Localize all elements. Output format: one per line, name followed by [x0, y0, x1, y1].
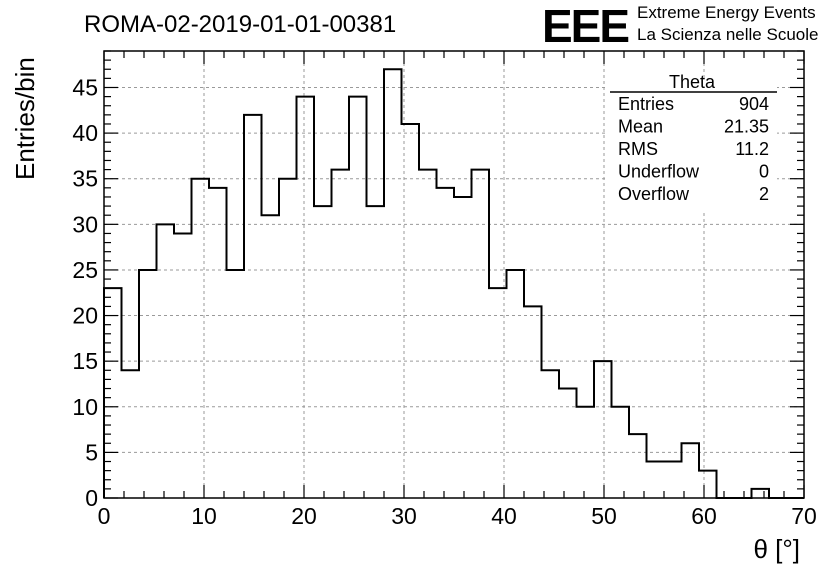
histogram-bar	[384, 69, 402, 498]
histogram-bar	[139, 270, 157, 498]
histogram-bar	[559, 389, 577, 498]
stats-row-label: Entries	[618, 94, 674, 114]
plot-frame	[103, 50, 805, 499]
stats-row-label: Underflow	[618, 162, 700, 182]
histogram-bar	[507, 270, 525, 498]
histogram-bar	[612, 407, 630, 498]
histogram-bar	[314, 206, 332, 498]
stats-row-value: 2	[759, 184, 769, 204]
stats-row-value: 0	[759, 162, 769, 182]
histogram-bar	[192, 179, 210, 498]
histogram-bar	[647, 462, 665, 498]
y-tick-label: 45	[72, 74, 98, 100]
histogram-outline	[103, 68, 804, 499]
histogram-bar	[594, 361, 612, 498]
eee-logo-line2: La Scienza nelle Scuole	[637, 25, 818, 44]
y-tick-label: 35	[72, 166, 98, 192]
x-tick-label: 40	[491, 503, 517, 529]
y-axis-title: Entries/bin	[10, 57, 40, 180]
histogram-bar	[577, 407, 595, 498]
stats-row-label: Mean	[618, 117, 663, 137]
stats-row-value: 21.35	[724, 117, 769, 137]
eee-logo-mark: EEE	[542, 0, 628, 52]
x-tick-label: 10	[191, 503, 217, 529]
stats-box-title: Theta	[669, 72, 716, 92]
stats-box-background	[607, 78, 777, 210]
histogram-bar	[297, 97, 315, 498]
histogram-bar	[279, 179, 297, 498]
stats-row: RMS 11.2	[618, 139, 769, 159]
histogram-bar	[664, 462, 682, 498]
histogram-bar	[349, 97, 367, 498]
histogram-bar	[752, 489, 770, 498]
x-tick-label: 30	[391, 503, 417, 529]
x-tick-label: 60	[691, 503, 717, 529]
histogram-bar	[524, 306, 542, 498]
y-tick-label: 0	[85, 485, 98, 511]
stats-row-value: 904	[739, 94, 769, 114]
stats-row-label: Overflow	[618, 184, 690, 204]
histogram-bar	[472, 170, 490, 498]
histogram-bar	[682, 443, 700, 498]
eee-logo: EEE Extreme Energy Events La Scienza nel…	[542, 0, 818, 52]
eee-logo-line1: Extreme Energy Events	[637, 3, 816, 22]
histogram-bar	[699, 471, 717, 498]
histogram-bar	[402, 124, 420, 498]
histogram-bar	[542, 370, 560, 498]
x-tick-label: 70	[791, 503, 817, 529]
histogram-bar	[209, 188, 227, 498]
histogram-bar	[367, 206, 385, 498]
y-tick-label: 10	[72, 394, 98, 420]
x-tick-label: 20	[291, 503, 317, 529]
histogram-bar	[157, 224, 175, 498]
histogram-bar	[244, 115, 262, 498]
histogram-bar	[262, 215, 280, 498]
stats-row: Entries 904	[618, 94, 769, 114]
histogram-bar	[122, 370, 140, 498]
histogram-bar	[332, 170, 350, 498]
y-tick-label: 25	[72, 257, 98, 283]
y-tick-label: 30	[72, 211, 98, 237]
stats-row: Overflow 2	[618, 184, 769, 204]
x-tick-label: 50	[591, 503, 617, 529]
stats-row-label: RMS	[618, 139, 658, 159]
histogram-bar	[629, 434, 647, 498]
histogram-bar	[174, 233, 192, 498]
x-axis-title: θ [°]	[753, 534, 800, 564]
y-tick-label: 15	[72, 348, 98, 374]
y-tick-label: 20	[72, 303, 98, 329]
x-tick-label: 0	[98, 503, 111, 529]
stats-row: Underflow 0	[618, 162, 769, 182]
y-tick-label: 5	[85, 439, 98, 465]
histogram-bar	[454, 197, 472, 498]
stats-row: Mean 21.35	[618, 117, 769, 137]
chart-title: ROMA-02-2019-01-01-00381	[84, 11, 396, 38]
stats-box: Theta Entries 904 Mean 21.35 RMS 11.2 Underflo…	[607, 72, 777, 210]
y-tick-label: 40	[72, 120, 98, 146]
histogram-bar	[104, 288, 122, 498]
stats-row-value: 11.2	[735, 139, 769, 159]
histogram-bar	[489, 288, 507, 498]
x-axis-ticks: 0 10 20 30 40 50 60 70	[98, 51, 817, 529]
histogram-bar	[419, 170, 437, 498]
histogram-bar	[227, 270, 245, 498]
histogram-bar	[437, 188, 455, 498]
